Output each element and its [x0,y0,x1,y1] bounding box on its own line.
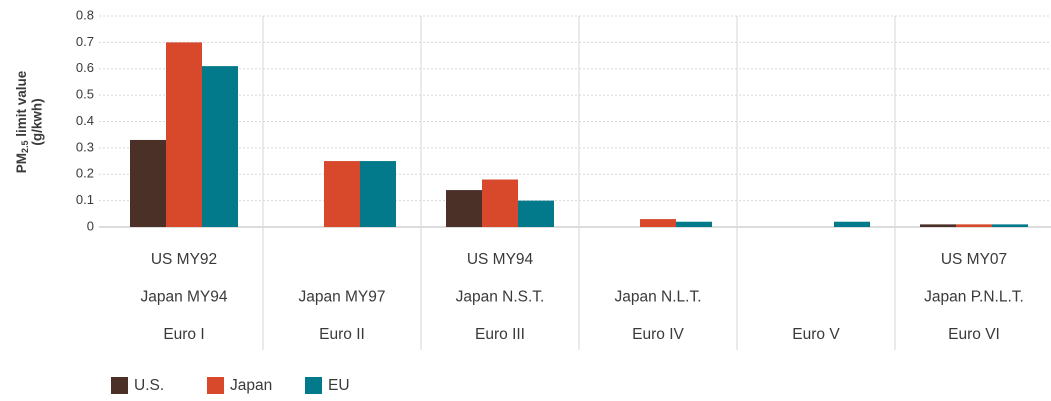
y-axis-label-line2: (g/kwh) [30,98,45,145]
y-tick-label: 0.7 [76,34,94,49]
bar [202,66,238,227]
legend-swatch [305,377,322,394]
x-tick-label: Japan MY94 [140,289,227,306]
bar [834,221,870,227]
bar [676,221,712,227]
legend-swatch [111,377,128,394]
x-tick-label: US MY07 [941,251,1007,268]
y-tick-label: 0.6 [76,60,94,75]
bar [920,224,956,227]
legend-label: EU [328,377,350,394]
x-tick-label: Japan P.N.L.T. [924,289,1024,306]
x-tick-label: Japan N.S.T. [456,289,545,306]
x-tick-label: Euro III [475,326,525,343]
bar [992,224,1028,227]
x-tick-label: Euro II [319,326,365,343]
bar [518,200,554,227]
x-tick-label: Euro I [163,326,204,343]
y-tick-label: 0.5 [76,87,94,102]
legend-label: Japan [230,377,272,394]
y-tick-label: 0.2 [76,166,94,181]
bar [956,224,992,227]
x-tick-label: Japan N.L.T. [614,289,701,306]
bar [130,139,166,227]
x-tick-label: Euro VI [948,326,1000,343]
x-tick-label: US MY94 [467,251,534,268]
x-tick-label: US MY92 [151,251,217,268]
y-label-main: PM [14,153,29,173]
y-tick-label: 0.4 [76,113,94,128]
bar [482,179,518,227]
y-axis-label: PM2.5 limit value [14,70,31,173]
bar [640,219,676,227]
y-label-rest: limit value [14,70,29,140]
y-tick-label: 0.3 [76,139,94,154]
y-label-subscript: 2.5 [20,141,30,154]
legend-swatch [207,377,224,394]
bar [446,190,482,227]
y-tick-label: 0.1 [76,192,94,207]
legend-label: U.S. [134,377,164,394]
x-tick-label: Euro IV [632,326,684,343]
x-tick-label: Japan MY97 [298,289,385,306]
bar [166,42,202,227]
bar [360,161,396,227]
y-tick-label: 0.8 [76,7,94,22]
bar [324,161,360,227]
x-tick-label: Euro V [792,326,840,343]
y-tick-label: 0 [87,218,94,233]
